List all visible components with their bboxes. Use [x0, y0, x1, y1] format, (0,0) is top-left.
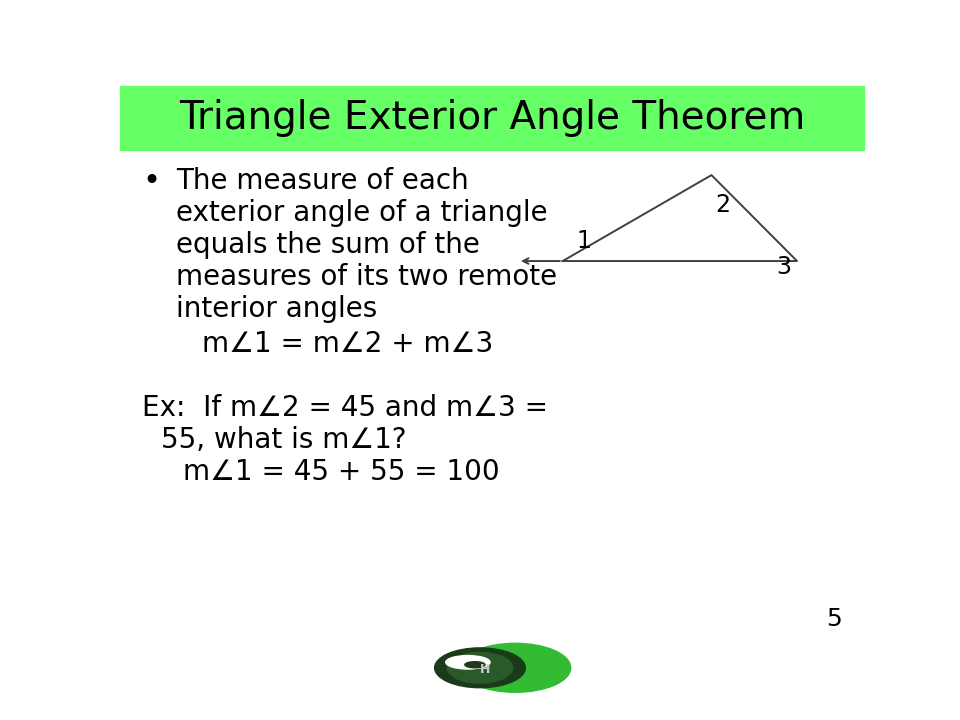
Text: 55, what is m∠1?: 55, what is m∠1? — [161, 426, 406, 454]
Text: 3: 3 — [777, 255, 791, 279]
Text: exterior angle of a triangle: exterior angle of a triangle — [176, 199, 547, 227]
Circle shape — [465, 662, 485, 668]
Ellipse shape — [447, 652, 513, 683]
Text: H: H — [480, 663, 491, 676]
Text: m∠1 = 45 + 55 = 100: m∠1 = 45 + 55 = 100 — [183, 459, 500, 487]
Text: •: • — [142, 167, 160, 196]
Text: Ex:  If m∠2 = 45 and m∠3 =: Ex: If m∠2 = 45 and m∠3 = — [142, 394, 548, 422]
Ellipse shape — [435, 648, 525, 688]
Text: 2: 2 — [715, 193, 731, 217]
Text: Triangle Exterior Angle Theorem: Triangle Exterior Angle Theorem — [179, 99, 805, 138]
Ellipse shape — [460, 644, 570, 693]
Text: 5: 5 — [826, 607, 842, 631]
Ellipse shape — [390, 644, 500, 693]
Circle shape — [445, 655, 490, 669]
Text: equals the sum of the: equals the sum of the — [176, 231, 480, 259]
Text: The measure of each: The measure of each — [176, 167, 468, 195]
Text: m∠1 = m∠2 + m∠3: m∠1 = m∠2 + m∠3 — [202, 330, 493, 359]
Text: 1: 1 — [576, 229, 591, 253]
Text: measures of its two remote: measures of its two remote — [176, 264, 557, 292]
Bar — [120, 86, 864, 150]
Text: interior angles: interior angles — [176, 295, 377, 323]
